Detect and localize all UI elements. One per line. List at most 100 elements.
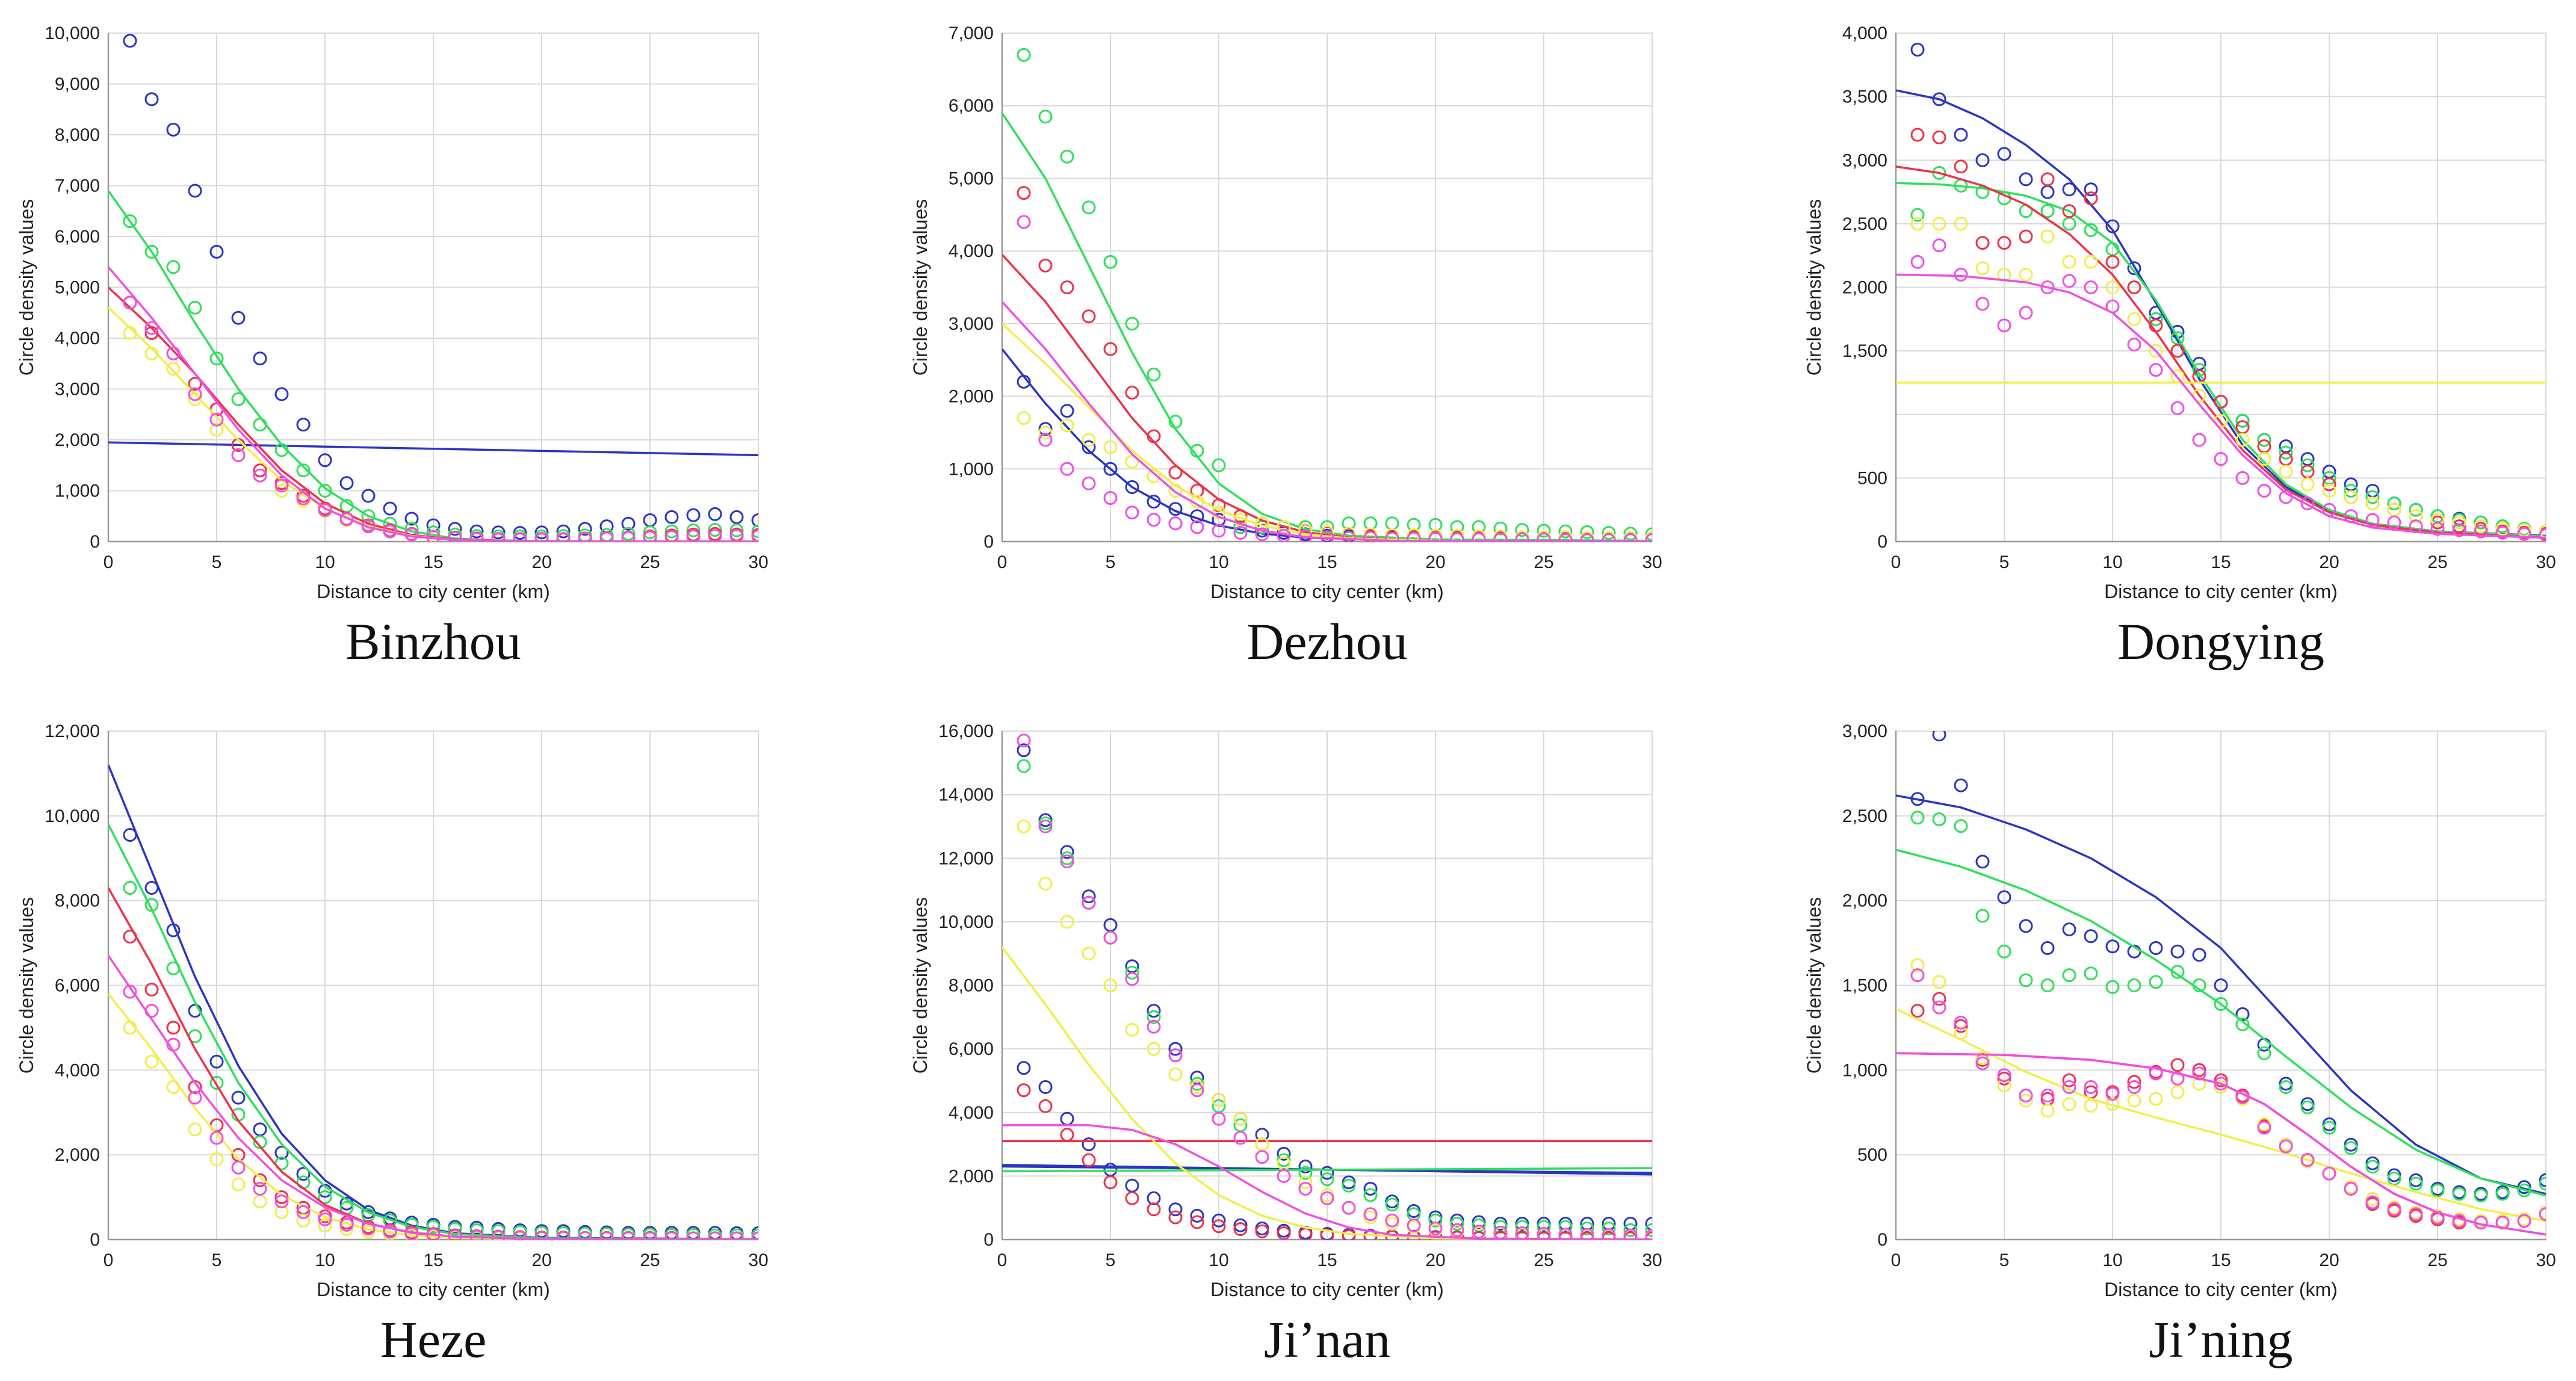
chart-4-point-blue-outer-3 — [1082, 1137, 1096, 1152]
chart-0-point-blue-17 — [491, 525, 506, 540]
chart-4-point-magenta-9 — [1212, 1111, 1226, 1126]
chart-0-x-tick-label-4: 20 — [531, 552, 551, 572]
chart-0-point-green-4 — [209, 351, 224, 366]
chart-3-point-magenta-29 — [751, 1231, 758, 1240]
chart-1-point-magenta-17 — [1385, 531, 1399, 542]
chart-2-y-tick-label-3: 1,500 — [1842, 341, 1887, 361]
chart-0-point-blue-11 — [361, 489, 376, 503]
chart-1-y-tick-label-1: 1,000 — [949, 459, 994, 479]
chart-0-point-magenta-25 — [664, 530, 679, 542]
chart-0-point-blue-16 — [469, 524, 484, 539]
chart-1-x-tick-label-5: 25 — [1534, 552, 1553, 572]
chart-5-point-green-28 — [2517, 1183, 2531, 1197]
chart-2-y-tick-label-6: 3,000 — [1842, 150, 1887, 170]
chart-5-point-yellow-0 — [1910, 958, 1925, 972]
chart-1-point-blue-8 — [1190, 509, 1204, 524]
chart-2-point-magenta-13 — [2192, 433, 2206, 447]
chart-5-point-blue-6 — [2040, 941, 2055, 955]
chart-5-point-green-24 — [2430, 1183, 2445, 1197]
chart-4-point-green-13 — [1298, 1166, 1313, 1180]
chart-0-point-blue-28 — [729, 510, 744, 524]
chart-1-point-magenta-0 — [1017, 215, 1031, 229]
chart-0-point-magenta-15 — [448, 531, 462, 542]
chart-4-point-magenta-8 — [1190, 1083, 1204, 1098]
chart-4-point-magenta-17 — [1385, 1213, 1399, 1228]
chart-2-point-magenta-12 — [2170, 401, 2185, 415]
chart-1-y-tick-label-0: 0 — [983, 532, 994, 552]
chart-2-point-yellow-7 — [2062, 255, 2076, 269]
chart-3-x-tick-label-1: 5 — [212, 1250, 222, 1270]
chart-0-point-green-0 — [123, 214, 137, 229]
chart-0-city-caption: Binzhou — [345, 613, 521, 670]
chart-5-point-magenta-4 — [1997, 1068, 2011, 1083]
chart-1-fit-line-green — [1002, 112, 1652, 542]
chart-1-y-tick-label-6: 6,000 — [949, 96, 994, 116]
chart-0-point-magenta-22 — [599, 531, 614, 542]
chart-1-point-magenta-12 — [1277, 528, 1291, 542]
chart-1-point-blue-6 — [1147, 495, 1161, 509]
chart-3-point-magenta-5 — [231, 1160, 246, 1175]
chart-0-point-green-26 — [686, 523, 701, 537]
chart-5-point-green-22 — [2387, 1172, 2401, 1186]
chart-1-x-axis-label: Distance to city center (km) — [1210, 581, 1444, 602]
chart-4-point-blue-outer-1 — [1038, 1080, 1053, 1094]
chart-3-point-blue-4 — [209, 1054, 224, 1069]
chart-5-point-yellow-9 — [2105, 1097, 2120, 1111]
chart-1-point-green-4 — [1103, 255, 1118, 269]
chart-5-point-yellow-4 — [1997, 1078, 2011, 1093]
chart-5-point-yellow-3 — [1975, 1051, 1990, 1066]
panel-dezhou: 0 5 10 15 20 25 30 0 1,000 2,000 3,000 4,000 5,000 6,… — [909, 23, 1662, 670]
chart-3-point-green-14 — [426, 1220, 441, 1234]
chart-5-fit-line-green — [1896, 848, 2546, 1197]
chart-5-point-magenta-25 — [2452, 1214, 2466, 1228]
chart-0-point-magenta-11 — [361, 519, 376, 534]
chart-1-point-yellow-13 — [1298, 523, 1313, 537]
chart-2-point-yellow-9 — [2105, 280, 2120, 294]
chart-1-point-green-22 — [1493, 521, 1508, 536]
chart-0-y-tick-label-10: 10,000 — [45, 23, 100, 43]
chart-4-point-yellow-4 — [1103, 978, 1118, 992]
chart-1-point-green-26 — [1580, 525, 1594, 539]
chart-2-point-magenta-6 — [2040, 280, 2055, 294]
chart-0-point-blue-3 — [188, 184, 202, 198]
chart-3-point-magenta-8 — [296, 1205, 311, 1219]
chart-1-point-yellow-7 — [1168, 484, 1183, 498]
chart-3-x-tick-label-3: 15 — [423, 1250, 443, 1270]
chart-4-x-tick-label-0: 0 — [997, 1250, 1008, 1270]
chart-4-fit-line-green — [1002, 1167, 1652, 1173]
chart-5-point-green-8 — [2084, 966, 2098, 981]
chart-2-point-magenta-23 — [2409, 519, 2423, 534]
chart-3-point-blue-5 — [231, 1090, 246, 1105]
chart-2-point-green-0 — [1910, 208, 1925, 222]
chart-3-y-tick-label-4: 8,000 — [55, 891, 100, 911]
chart-4-point-red-0 — [1017, 1083, 1031, 1098]
chart-4-point-yellow-2 — [1060, 915, 1074, 929]
chart-4-y-tick-label-7: 14,000 — [938, 785, 994, 805]
chart-2-point-green-18 — [2300, 458, 2315, 472]
panel-heze: 0 5 10 15 20 25 30 0 2,000 4,000 6,000 8,000 10,000 1… — [16, 721, 769, 1368]
chart-2-point-magenta-2 — [1954, 267, 1968, 282]
chart-1-point-magenta-14 — [1320, 530, 1334, 542]
chart-1-point-red-7 — [1168, 465, 1183, 480]
chart-5-x-axis-label: Distance to city center (km) — [2104, 1279, 2338, 1300]
chart-4-point-magenta-4 — [1103, 930, 1118, 945]
chart-4-point-red-11 — [1255, 1224, 1269, 1238]
chart-4-fit-line-yellow — [1002, 947, 1652, 1240]
chart-3-point-green-12 — [383, 1213, 397, 1228]
chart-5-point-magenta-20 — [2344, 1182, 2358, 1196]
chart-3-point-magenta-6 — [253, 1182, 267, 1196]
chart-3-point-magenta-25 — [664, 1231, 679, 1240]
chart-4-point-yellow-9 — [1212, 1093, 1226, 1107]
chart-0-point-red-1 — [144, 326, 159, 340]
chart-4-point-magenta-16 — [1363, 1207, 1378, 1222]
chart-1-point-blue-0 — [1017, 374, 1031, 389]
chart-1-point-magenta-2 — [1060, 462, 1074, 476]
chart-3-fit-line-magenta — [108, 955, 758, 1240]
chart-5-point-magenta-16 — [2257, 1120, 2271, 1135]
chart-2-point-yellow-25 — [2452, 515, 2466, 530]
chart-3-x-tick-label-6: 30 — [748, 1250, 768, 1270]
chart-2-x-axis-label: Distance to city center (km) — [2104, 581, 2338, 602]
chart-0-y-tick-label-8: 8,000 — [55, 125, 100, 145]
chart-2-point-red-19 — [2322, 477, 2336, 492]
chart-2-fit-line-red — [1896, 165, 2546, 539]
